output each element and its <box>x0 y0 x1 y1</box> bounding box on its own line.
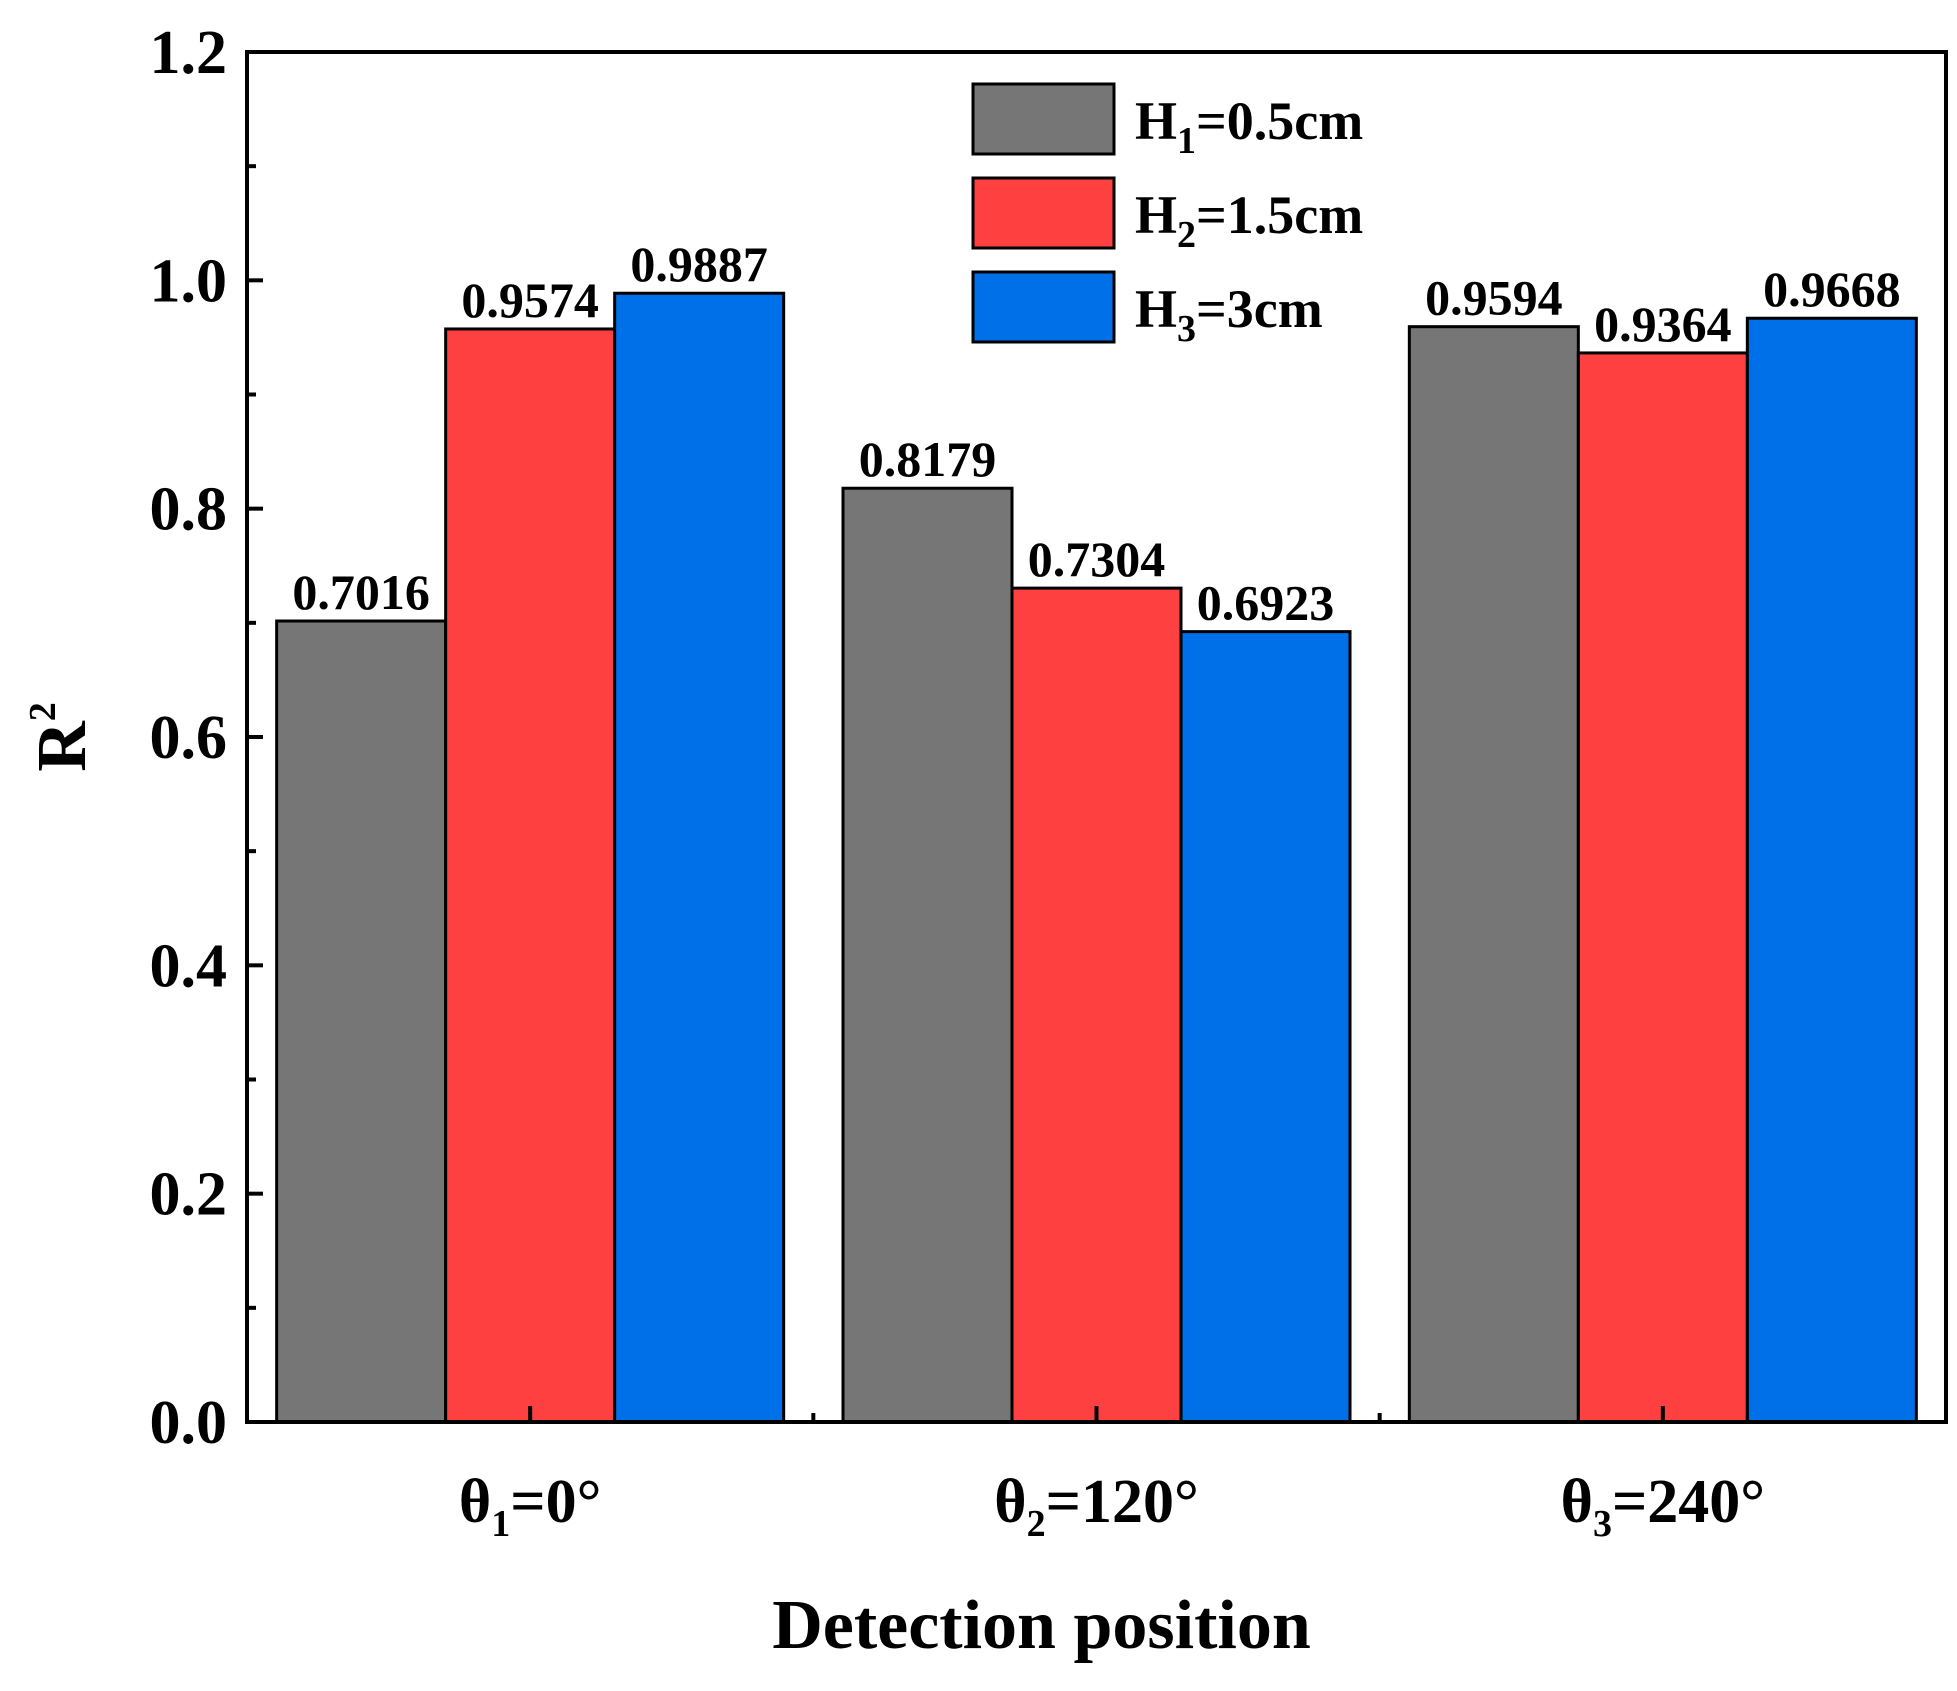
legend-swatch-1 <box>971 82 1116 156</box>
x-axis-ticks: θ1=0° θ2=120° θ3=240° <box>459 1406 1765 1545</box>
y-axis-title-superscript: 2 <box>22 702 64 721</box>
bar-2-2 <box>1010 586 1183 1424</box>
data-label-2-1: 0.9574 <box>461 272 599 328</box>
data-label-2-3: 0.9364 <box>1594 296 1732 352</box>
legend-label-2: H2=1.5cm <box>1135 185 1363 256</box>
data-label-3-1: 0.9887 <box>630 236 768 292</box>
legend-label-1: H1=0.5cm <box>1135 91 1363 162</box>
y-tick-label: 0.2 <box>150 1161 228 1229</box>
x-tick-label-3: θ3=240° <box>1561 1468 1766 1545</box>
data-label-1-3: 0.9594 <box>1425 270 1563 326</box>
bar-1-1 <box>275 619 448 1424</box>
data-label-1-1: 0.7016 <box>292 564 430 620</box>
x-tick-label-1: θ1=0° <box>459 1468 602 1545</box>
x-axis-title: Detection position <box>772 1587 1311 1664</box>
data-label-3-2: 0.6923 <box>1197 575 1335 631</box>
data-label-2-2: 0.7304 <box>1028 531 1166 587</box>
legend: H1=0.5cm H2=1.5cm H3=3cm <box>971 82 1363 350</box>
y-tick-label: 1.2 <box>150 19 228 87</box>
y-tick-label: 0.0 <box>150 1389 228 1457</box>
bars-group <box>275 291 1918 1424</box>
legend-swatch-2 <box>971 176 1116 250</box>
bar-3-3 <box>1745 316 1918 1424</box>
data-label-1-2: 0.8179 <box>859 431 997 487</box>
bar-1-2 <box>841 486 1014 1424</box>
bar-3-2 <box>1179 630 1352 1424</box>
y-axis-title-main: R <box>24 720 101 772</box>
bar-1-3 <box>1407 325 1580 1424</box>
legend-label-3: H3=3cm <box>1135 279 1323 350</box>
y-tick-label: 0.8 <box>150 476 228 544</box>
bar-3-1 <box>613 291 786 1424</box>
data-label-3-3: 0.9668 <box>1763 261 1901 317</box>
y-tick-label: 1.0 <box>150 247 228 315</box>
bar-2-1 <box>444 327 617 1424</box>
x-tick-label-2: θ2=120° <box>994 1468 1199 1545</box>
y-axis-ticks: 0.0 0.2 0.4 0.6 0.8 1.0 1.2 <box>150 19 263 1457</box>
bar-2-3 <box>1576 351 1749 1424</box>
data-labels-group: 0.7016 0.9574 0.9887 0.8179 0.7304 0.6923 0.95… <box>292 236 1900 630</box>
y-tick-label: 0.6 <box>150 704 228 772</box>
y-tick-label: 0.4 <box>150 932 228 1000</box>
y-axis-title: R2 <box>22 702 101 772</box>
legend-swatch-3 <box>971 270 1116 344</box>
